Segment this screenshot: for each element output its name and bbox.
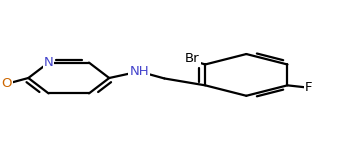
Text: N: N [44,56,53,69]
Text: O: O [1,77,12,90]
Text: F: F [305,81,312,94]
Text: Br: Br [185,52,199,65]
Text: NH: NH [129,65,149,78]
